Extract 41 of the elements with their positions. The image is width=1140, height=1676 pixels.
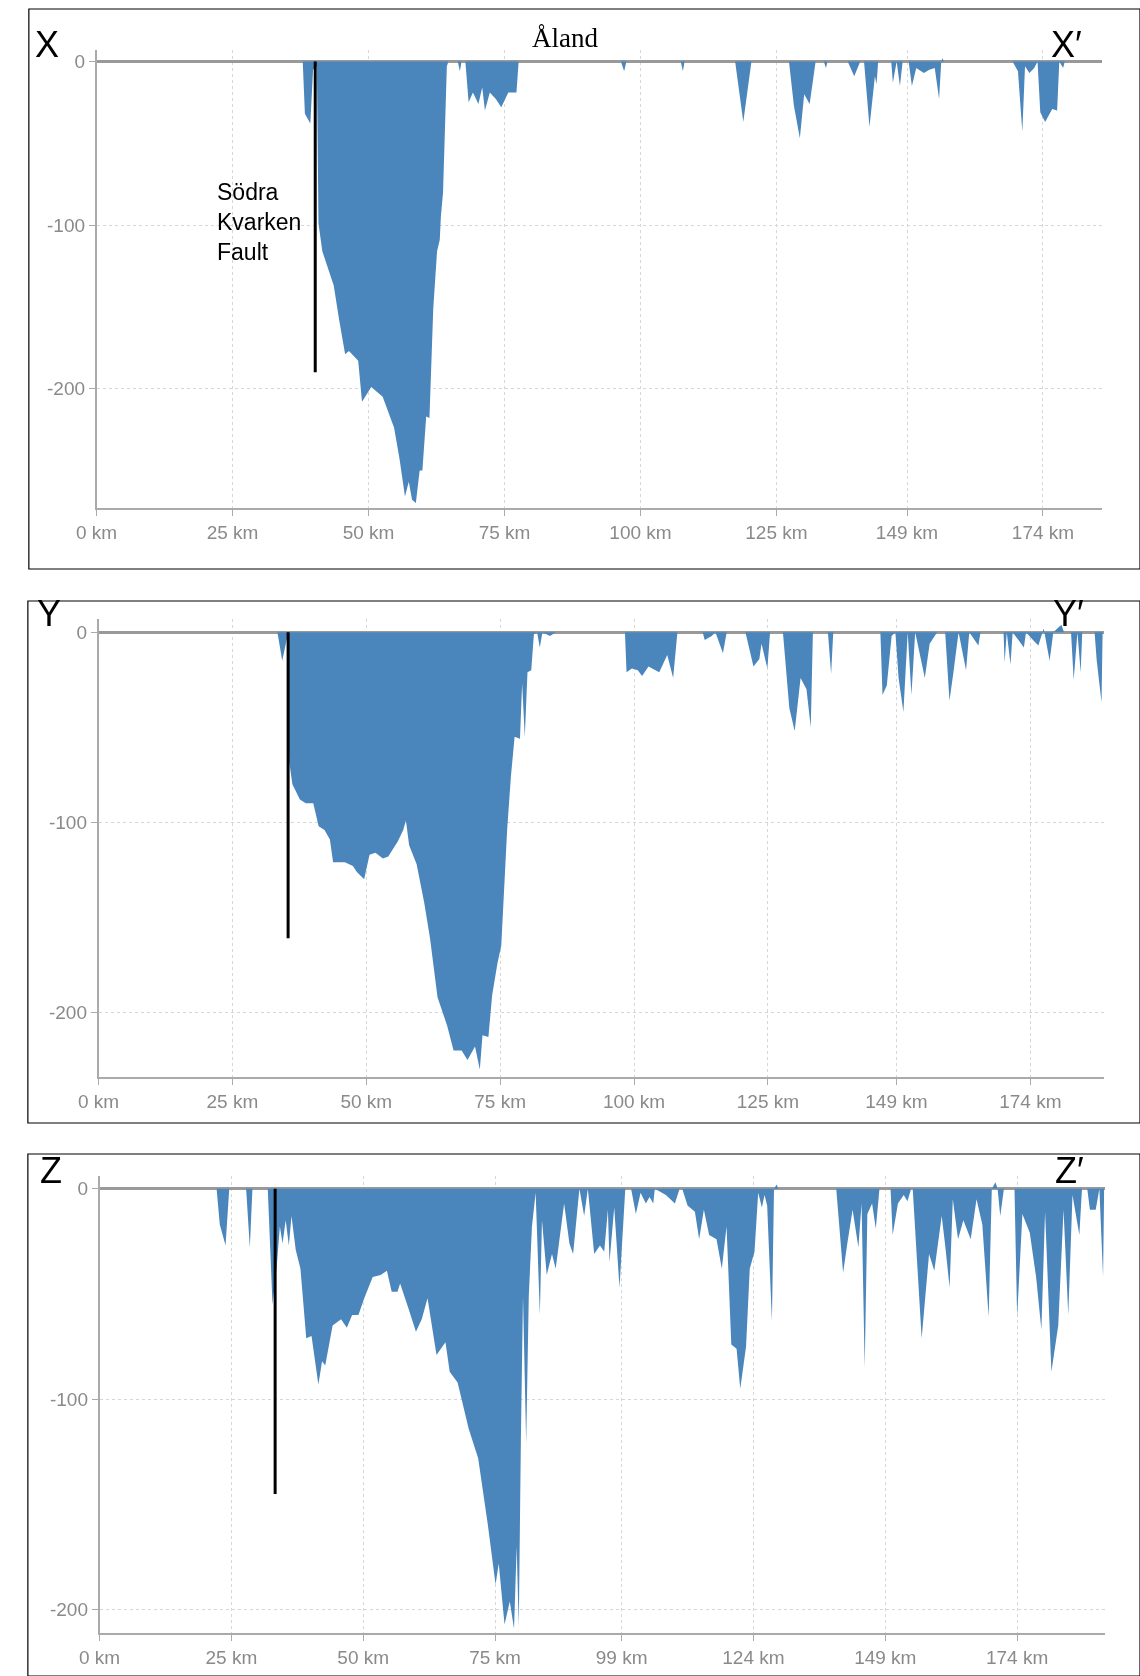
- y-tick-label: -100: [47, 214, 86, 236]
- x-tick-label: 25 km: [205, 1646, 258, 1668]
- x-tick-label: 50 km: [340, 1090, 393, 1112]
- text: X: [35, 24, 60, 65]
- y-tick-label: -200: [47, 378, 86, 400]
- x-tick-label: 124 km: [722, 1646, 785, 1668]
- x-tick-label: 149 km: [865, 1090, 928, 1112]
- text: Z: [40, 1150, 62, 1191]
- y-tick-label: 0: [74, 51, 86, 73]
- annotation: Åland: [532, 23, 599, 53]
- x-tick-label: 0 km: [77, 1090, 120, 1112]
- y-tick-label: 0: [77, 1178, 88, 1200]
- x-tick-label: 75 km: [474, 1090, 527, 1112]
- x-tick-label: 0 km: [75, 521, 118, 543]
- x-tick-label: 174 km: [985, 1646, 1049, 1668]
- x-tick-label: 174 km: [999, 1090, 1062, 1112]
- x-tick-label: 25 km: [206, 521, 259, 543]
- x-tick-label: 50 km: [342, 521, 395, 543]
- y-tick-label: -100: [49, 1388, 88, 1410]
- x-tick-label: 125 km: [745, 521, 808, 543]
- x-tick-label: 75 km: [469, 1646, 521, 1668]
- y-tick-label: -200: [49, 1599, 88, 1621]
- y-tick-label: -200: [48, 1002, 87, 1024]
- x-tick-label: 100 km: [609, 521, 672, 543]
- text: Y: [37, 593, 62, 634]
- x-tick-label: 125 km: [736, 1090, 800, 1112]
- x-tick-label: 75 km: [478, 521, 531, 543]
- x-tick-label: 99 km: [595, 1646, 648, 1668]
- x-tick-label: 100 km: [602, 1090, 666, 1112]
- y-tick-label: 0: [76, 621, 87, 643]
- x-tick-label: 25 km: [206, 1090, 259, 1112]
- x-tick-label: 149 km: [854, 1646, 917, 1668]
- x-tick-label: 174 km: [1011, 521, 1075, 543]
- x-tick-label: 50 km: [337, 1646, 390, 1668]
- y-tick-label: -100: [48, 811, 87, 833]
- x-tick-label: 0 km: [78, 1646, 121, 1668]
- annotation: Y′: [1053, 593, 1085, 634]
- annotation: Södra Kvarken Fault: [217, 179, 302, 265]
- annotation: Z′: [1055, 1150, 1084, 1191]
- annotation: X′: [1051, 24, 1083, 65]
- x-tick-label: 149 km: [875, 521, 939, 543]
